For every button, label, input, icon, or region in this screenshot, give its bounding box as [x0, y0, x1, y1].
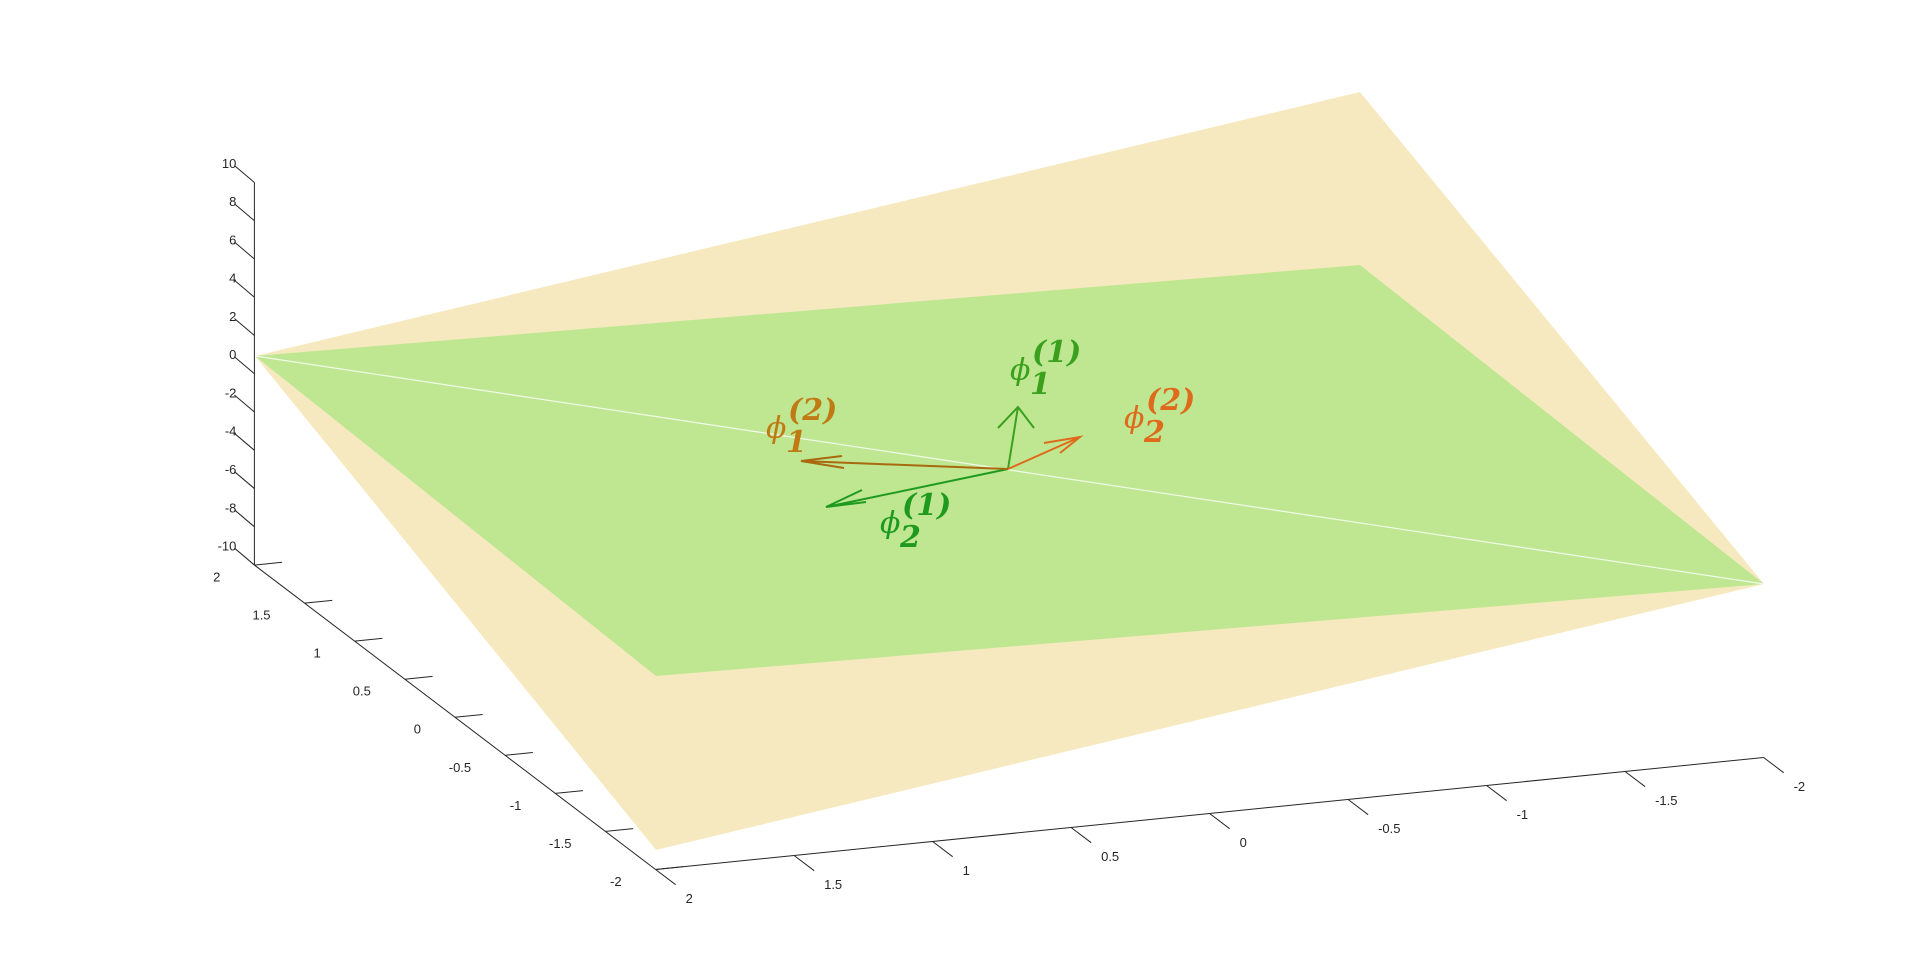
x-tick-label: 0.5 [1101, 849, 1119, 864]
x-tick-label: -2 [1794, 779, 1806, 794]
x-tick-label: 1 [963, 863, 970, 878]
y-tick-label: 1 [313, 646, 320, 661]
y-tick-label: -1.5 [549, 836, 571, 851]
x-tick-label: -1.5 [1655, 793, 1677, 808]
x-tick-label: -1 [1517, 807, 1529, 822]
annotation-symbol: ϕ [880, 506, 900, 541]
y-tick [254, 561, 283, 566]
vector-phi22 [1007, 435, 1084, 470]
x-tick [1624, 771, 1646, 788]
x-tick-label: 0 [1240, 835, 1247, 850]
z-tick [234, 241, 255, 260]
z-tick-label: 2 [229, 309, 236, 324]
y-tick-label: 2 [213, 570, 220, 585]
annotation-sub: 1 [1030, 367, 1051, 402]
z-tick [234, 471, 255, 489]
z-tick-label: -8 [225, 500, 237, 515]
y-tick-label: -1 [510, 798, 522, 813]
z-tick-label: -6 [225, 462, 237, 477]
y-tick-label: 1.5 [252, 608, 270, 623]
annotation-sup: (2) [1146, 383, 1195, 418]
annotation-sup: (1) [902, 488, 951, 523]
z-tick [234, 165, 255, 183]
x-tick [1486, 785, 1507, 802]
y-tick [555, 790, 584, 794]
x-tick-label: 1.5 [824, 877, 842, 892]
x-tick [793, 855, 815, 872]
z-tick [234, 279, 255, 298]
y-tick [354, 637, 383, 642]
annotation: ϕ(1)1 [1010, 335, 1081, 402]
z-tick-label: 4 [229, 271, 236, 286]
y-tick [655, 866, 684, 870]
y-tick-label: 0 [414, 722, 421, 737]
y-tick-label: 0.5 [353, 684, 371, 699]
y-tick [404, 675, 433, 680]
annotation-sup: (2) [788, 393, 837, 428]
x-tick [1347, 799, 1369, 816]
annotation: ϕ(1)2 [880, 488, 951, 555]
z-tick-label: 8 [229, 194, 236, 209]
z-tick [234, 356, 255, 375]
vector-phi12 [800, 455, 1009, 470]
intersection-line [254, 355, 1765, 585]
z-tick [234, 547, 255, 566]
z-tick [234, 394, 255, 413]
annotation-symbol: ϕ [1010, 353, 1030, 388]
y-tick [454, 713, 483, 718]
y-tick [605, 828, 634, 832]
annotation-sub: 1 [786, 425, 807, 460]
z-tick [234, 509, 255, 528]
vectors [800, 405, 1084, 508]
z-tick [234, 432, 255, 451]
x-tick [1763, 757, 1784, 774]
z-tick-label: 10 [222, 156, 236, 171]
z-tick [234, 318, 255, 336]
x-tick-label: -0.5 [1378, 821, 1400, 836]
annotation-symbol: ϕ [1124, 401, 1144, 436]
z-tick-label: 6 [229, 232, 236, 247]
vector-phi11 [997, 405, 1035, 470]
x-tick [1070, 827, 1092, 844]
annotation: ϕ(2)2 [1124, 383, 1195, 450]
annotation: ϕ(2)1 [766, 393, 837, 460]
y-tick [505, 752, 533, 756]
annotation-sub: 2 [1143, 415, 1165, 450]
x-tick [655, 869, 676, 886]
x-tick-label: 2 [686, 891, 693, 906]
annotation-sup: (1) [1032, 335, 1081, 370]
y-tick-label: -0.5 [449, 760, 471, 775]
z-tick-label: 0 [229, 347, 236, 362]
annotation-symbol: ϕ [766, 411, 786, 446]
x-tick [1209, 813, 1230, 830]
vector-phi21 [825, 468, 1009, 508]
z-tick-label: -4 [225, 424, 237, 439]
y-tick [304, 599, 333, 604]
z-tick-label: -10 [218, 539, 237, 554]
y-tick-label: -2 [610, 874, 622, 889]
annotation-sub: 2 [899, 520, 921, 555]
z-tick-label: -2 [225, 385, 237, 400]
x-tick [932, 841, 953, 858]
z-tick [234, 203, 255, 222]
